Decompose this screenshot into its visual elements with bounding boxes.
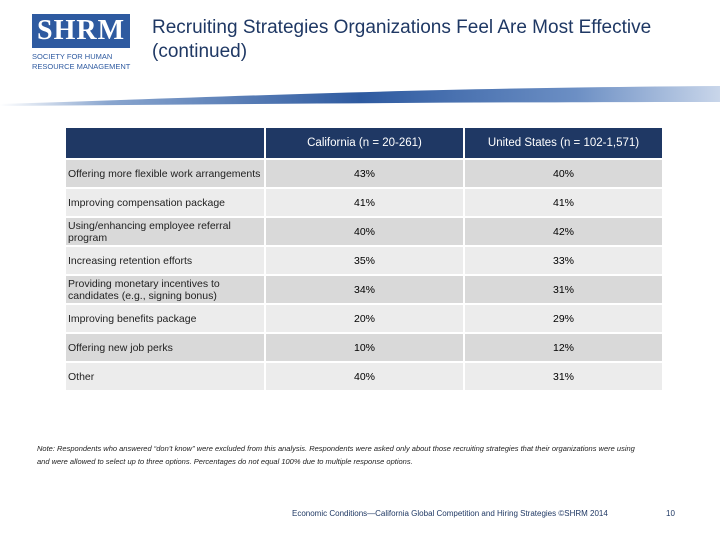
logo-text: SOCIETY FOR HUMAN <box>32 52 113 61</box>
cell-value: 35% <box>264 247 463 274</box>
decorative-band <box>0 86 720 106</box>
row-label: Offering new job perks <box>66 334 264 361</box>
column-header: California (n = 20-261) <box>264 128 463 158</box>
cell-value: 20% <box>264 305 463 332</box>
footer-source: Economic Conditions—California Global Co… <box>292 509 608 518</box>
cell-value: 40% <box>463 160 662 187</box>
cell-value: 33% <box>463 247 662 274</box>
row-label: Improving benefits package <box>66 305 264 332</box>
page-number: 10 <box>666 509 675 518</box>
row-label: Using/enhancing employee referral progra… <box>66 218 264 245</box>
logo: SHRM SOCIETY FOR HUMAN RESOURCE MANAGEME… <box>32 14 132 74</box>
row-label: Improving compensation package <box>66 189 264 216</box>
row-label: Offering more flexible work arrangements <box>66 160 264 187</box>
table-row: Using/enhancing employee referral progra… <box>66 218 662 245</box>
logo-mark: SHRM <box>32 14 130 48</box>
cell-value: 40% <box>264 218 463 245</box>
row-label: Other <box>66 363 264 390</box>
row-label: Increasing retention efforts <box>66 247 264 274</box>
cell-value: 34% <box>264 276 463 303</box>
row-label: Providing monetary incentives to candida… <box>66 276 264 303</box>
column-header: United States (n = 102-1,571) <box>463 128 662 158</box>
table-row: Improving compensation package 41% 41% <box>66 189 662 216</box>
cell-value: 10% <box>264 334 463 361</box>
cell-value: 31% <box>463 363 662 390</box>
table-row: Other 40% 31% <box>66 363 662 390</box>
cell-value: 41% <box>463 189 662 216</box>
table-row: Offering new job perks 10% 12% <box>66 334 662 361</box>
cell-value: 40% <box>264 363 463 390</box>
table-row: Offering more flexible work arrangements… <box>66 160 662 187</box>
logo-text: RESOURCE MANAGEMENT <box>32 62 131 71</box>
cell-value: 31% <box>463 276 662 303</box>
header-cell <box>66 128 264 158</box>
slide-title: Recruiting Strategies Organizations Feel… <box>152 17 652 62</box>
cell-value: 12% <box>463 334 662 361</box>
table-row: Providing monetary incentives to candida… <box>66 276 662 303</box>
table-row: Increasing retention efforts 35% 33% <box>66 247 662 274</box>
cell-value: 42% <box>463 218 662 245</box>
cell-value: 43% <box>264 160 463 187</box>
cell-value: 29% <box>463 305 662 332</box>
table-row: Improving benefits package 20% 29% <box>66 305 662 332</box>
cell-value: 41% <box>264 189 463 216</box>
note: Note: Respondents who answered “don’t kn… <box>37 444 635 466</box>
data-table: California (n = 20-261) United States (n … <box>66 126 662 392</box>
